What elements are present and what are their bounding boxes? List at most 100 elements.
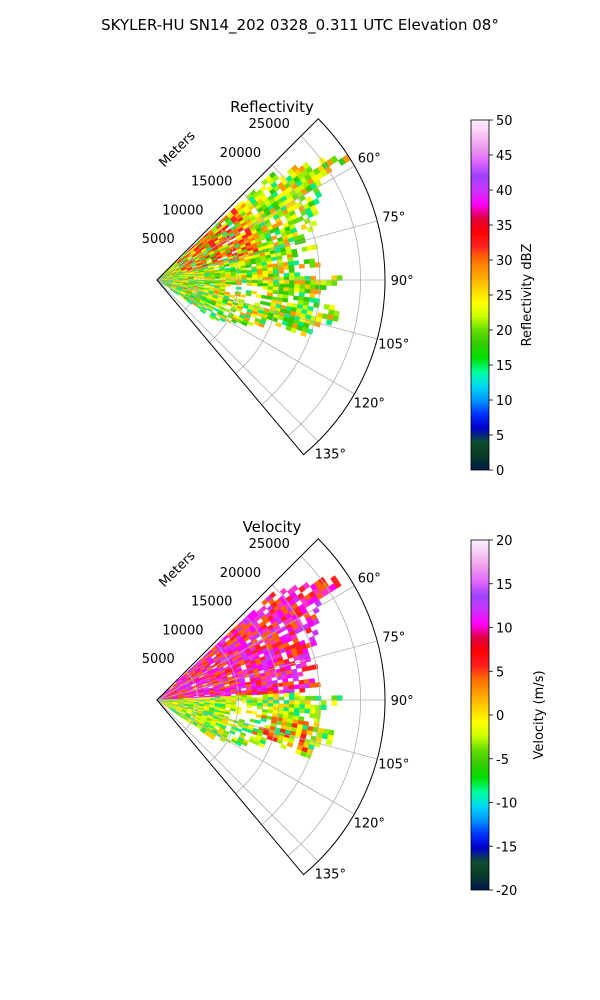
azimuth-tick-label: 90° bbox=[391, 274, 414, 289]
velocity-title: Velocity bbox=[243, 518, 302, 536]
echo-cell bbox=[299, 288, 306, 294]
echo-cell bbox=[283, 265, 290, 271]
echo-cell bbox=[288, 692, 295, 698]
range-tick-label: 25000 bbox=[249, 537, 290, 552]
echo-cell bbox=[304, 683, 311, 689]
colorbar-tick-label: 20 bbox=[496, 324, 513, 339]
echo-cell bbox=[262, 693, 269, 698]
azimuth-tick-label: 105° bbox=[378, 337, 409, 352]
echo-cell bbox=[311, 629, 319, 637]
echo-cell bbox=[267, 703, 274, 708]
echo-cell bbox=[257, 700, 264, 704]
echo-cell bbox=[306, 328, 314, 335]
echo-cell bbox=[325, 739, 333, 746]
echo-cell bbox=[258, 742, 265, 748]
echo-cell bbox=[309, 704, 316, 710]
echo-cell bbox=[293, 287, 300, 293]
echo-cell bbox=[251, 702, 258, 707]
reflectivity-azimuth-labels: 60° 75° 90° 105° 120° 135° bbox=[315, 151, 414, 462]
echo-cell bbox=[272, 289, 279, 295]
reflectivity-colorbar: 0 5 10 15 20 25 30 35 40 45 50 bbox=[470, 114, 513, 479]
echo-cell bbox=[310, 220, 318, 227]
echo-cell bbox=[288, 291, 295, 297]
echo-cell bbox=[262, 700, 269, 704]
azimuth-gridline bbox=[156, 165, 355, 281]
echo-cell bbox=[308, 258, 316, 264]
echo-cell bbox=[279, 587, 288, 596]
echo-cell bbox=[299, 280, 306, 285]
echo-cell bbox=[286, 741, 294, 748]
colorbar-tick-label: 40 bbox=[496, 184, 513, 199]
echo-cell bbox=[209, 281, 216, 284]
echo-cell bbox=[225, 699, 232, 703]
echo-cell bbox=[235, 286, 242, 290]
echo-cell bbox=[259, 300, 267, 306]
echo-cell bbox=[257, 282, 264, 287]
echo-cell bbox=[267, 273, 274, 278]
colorbar-tick-label: 0 bbox=[496, 709, 504, 724]
range-tick-label: 10000 bbox=[162, 203, 203, 218]
echo-cell bbox=[251, 271, 258, 276]
echo-cell bbox=[293, 260, 300, 266]
range-ring bbox=[235, 613, 280, 794]
colorbar-tick-label: 30 bbox=[496, 254, 513, 269]
echo-cell bbox=[257, 702, 264, 707]
echo-cell bbox=[289, 700, 295, 705]
echo-cell bbox=[275, 321, 283, 328]
echo-cell bbox=[267, 283, 274, 288]
echo-cell bbox=[331, 700, 338, 706]
echo-cell bbox=[309, 713, 316, 719]
echo-cell bbox=[288, 688, 295, 694]
range-ring bbox=[182, 250, 199, 312]
echo-cell bbox=[226, 722, 233, 727]
azimuth-tick-label: 135° bbox=[315, 447, 346, 462]
echo-cell bbox=[193, 277, 200, 280]
echo-cell bbox=[283, 700, 290, 705]
echo-cell bbox=[225, 279, 232, 283]
colorbar-tick-label: -5 bbox=[496, 753, 509, 768]
colorbar-tick-label: 45 bbox=[496, 149, 513, 164]
range-ring bbox=[209, 642, 239, 763]
echo-cell bbox=[271, 256, 278, 262]
echo-cell bbox=[224, 711, 231, 715]
echo-cell bbox=[245, 710, 252, 714]
velocity-colorbar-label: Velocity (m/s) bbox=[532, 670, 547, 759]
echo-cell bbox=[320, 704, 327, 711]
echo-cell bbox=[320, 280, 327, 286]
echo-cell bbox=[256, 691, 263, 695]
echo-cell bbox=[230, 275, 237, 279]
echo-cell bbox=[220, 696, 227, 699]
azimuth-tick-label: 120° bbox=[354, 397, 385, 412]
sector-frame bbox=[156, 118, 386, 456]
echo-cell bbox=[304, 700, 311, 706]
echo-cell bbox=[314, 179, 322, 188]
echo-cell bbox=[266, 295, 273, 301]
echo-cell bbox=[172, 700, 179, 702]
echo-cell bbox=[235, 692, 242, 697]
echo-cell bbox=[304, 280, 311, 286]
velocity-grid bbox=[156, 538, 386, 876]
figure-title: SKYLER-HU SN14_202 0328_0.311 UTC Elevat… bbox=[101, 16, 499, 34]
echo-cell bbox=[283, 283, 290, 289]
echo-cell bbox=[266, 715, 273, 721]
echo-cell bbox=[254, 719, 262, 725]
echo-cell bbox=[304, 708, 311, 714]
echo-cell bbox=[291, 252, 299, 258]
range-ring bbox=[287, 555, 361, 857]
echo-cell bbox=[267, 687, 274, 692]
echo-cell bbox=[249, 718, 256, 723]
range-ring bbox=[261, 164, 321, 406]
velocity-colorbar: -20 -15 -10 -5 0 5 10 15 20 bbox=[470, 534, 517, 899]
echo-cell bbox=[255, 714, 263, 719]
azimuth-gridline bbox=[156, 699, 355, 815]
echo-cell bbox=[267, 693, 274, 698]
echo-cell bbox=[309, 288, 316, 295]
azimuth-gridline bbox=[156, 279, 355, 395]
colorbar-tick-label: -20 bbox=[496, 884, 517, 899]
echo-cell bbox=[260, 717, 267, 723]
reflectivity-range-labels: 5000 10000 15000 20000 25000 bbox=[142, 117, 290, 247]
echo-cell bbox=[320, 284, 327, 291]
echo-cell bbox=[225, 275, 232, 279]
echo-cell bbox=[314, 713, 321, 720]
echo-cell bbox=[293, 684, 300, 690]
